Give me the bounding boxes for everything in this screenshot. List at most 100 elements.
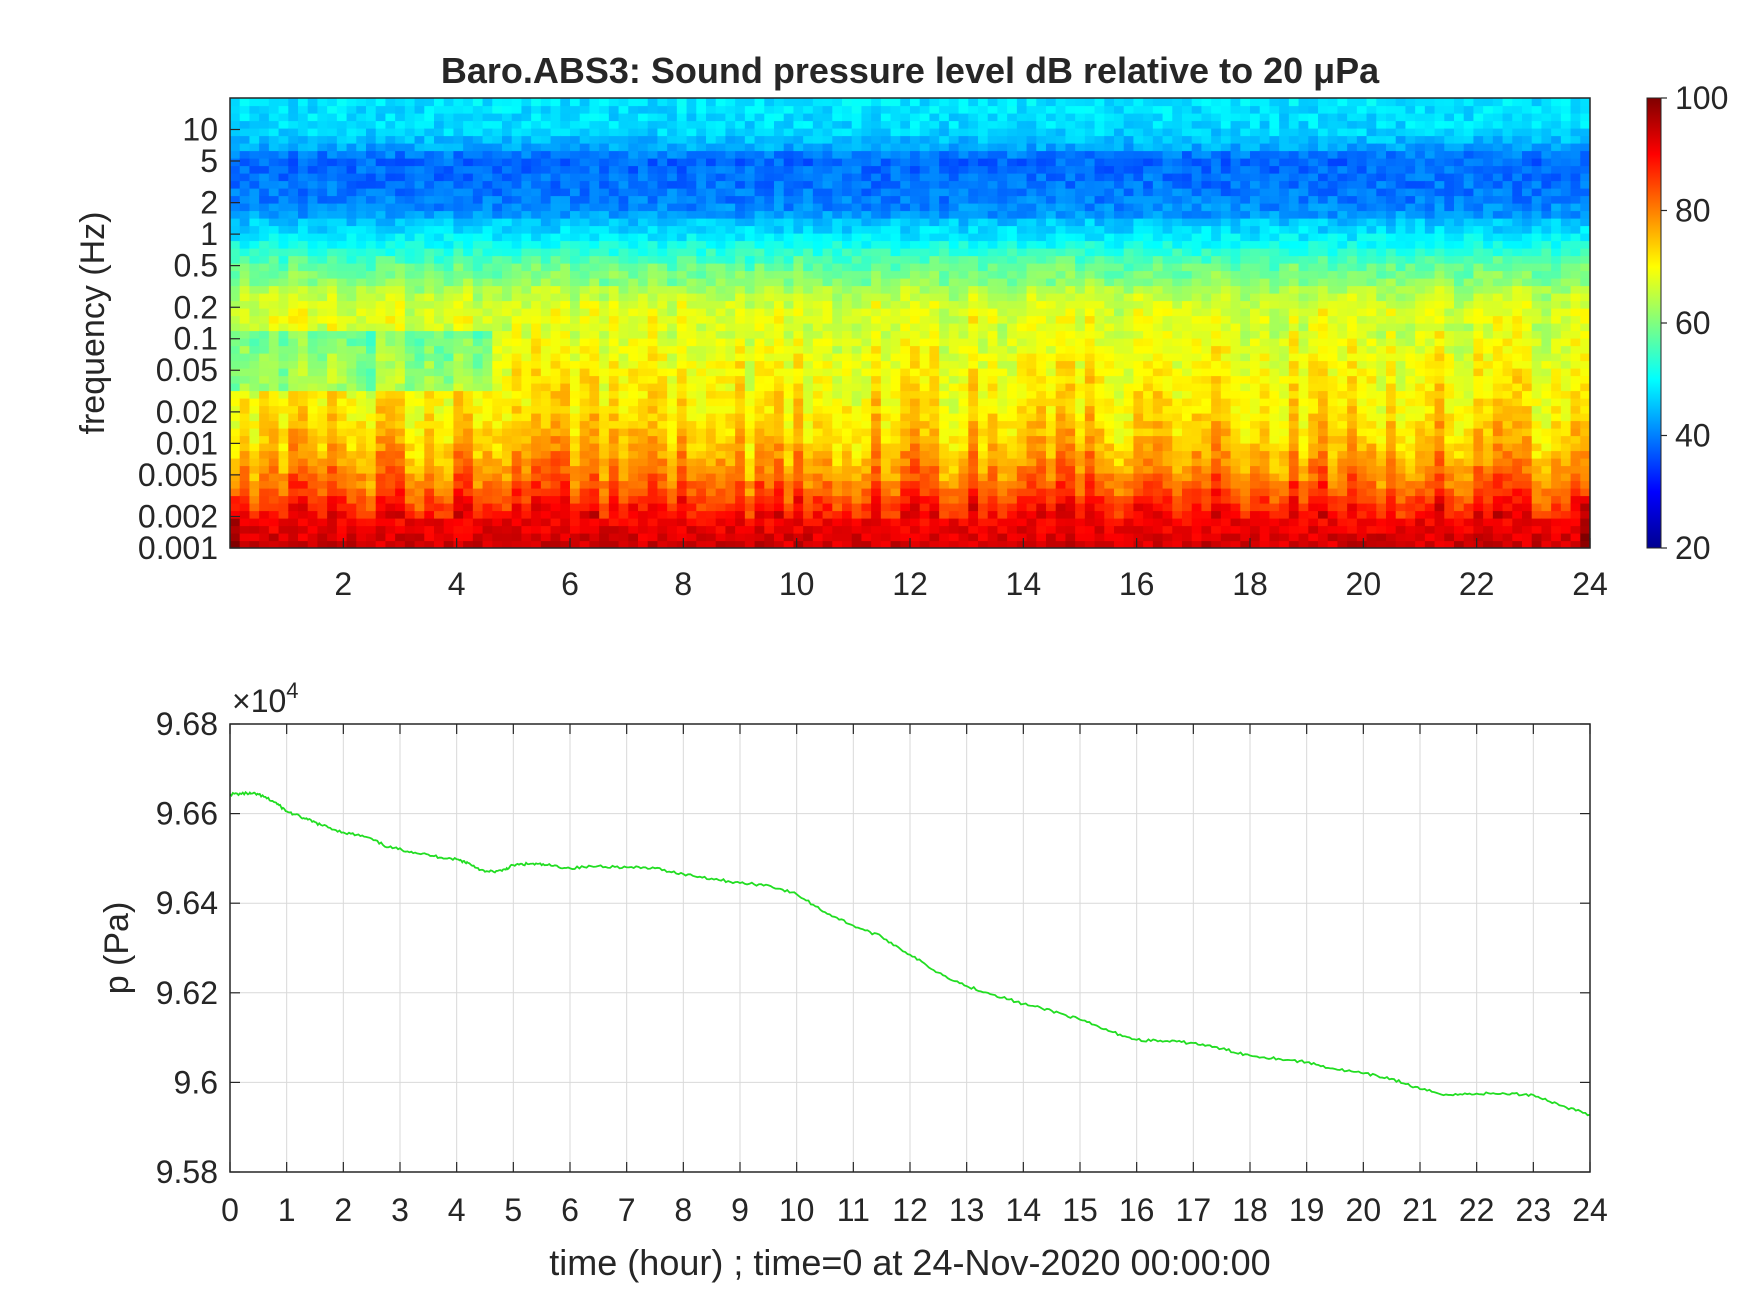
spectrogram-cell [463,308,474,317]
spectrogram-cell [638,488,649,497]
spectrogram-cell [919,300,931,309]
spectrogram-cell [336,525,348,534]
spectrogram-cell [1016,510,1028,519]
spectrogram-cell [1007,473,1018,482]
spectrogram-cell [657,150,668,159]
spectrogram-cell [900,135,911,144]
spectrogram-cell [987,480,999,489]
spectrogram-cell [230,360,241,369]
spectrogram-cell [725,525,736,534]
spectrogram-cell [1016,173,1028,182]
spectrogram-cell [579,233,591,242]
spectrogram-cell [298,315,309,324]
spectrogram-cell [317,255,328,264]
spectrogram-cell [550,225,561,234]
spectrogram-cell [774,458,785,467]
spectrogram-cell [871,225,882,234]
spectrogram-cell [385,98,396,107]
spectrogram-cell [686,300,697,309]
spectrogram-cell [550,345,561,354]
spectrogram-cell [618,360,629,369]
spectrogram-cell [366,435,377,444]
spectrogram-cell [958,195,969,204]
spectrogram-cell [676,510,688,519]
spectrogram-cell [647,188,659,197]
spectrogram-cell [366,495,377,504]
spectrogram-cell [744,488,756,497]
spectrogram-cell [744,308,756,317]
spectrogram-cell [482,113,493,122]
spectrogram-cell [424,278,435,287]
spectrogram-cell [1026,255,1037,264]
spectrogram-cell [890,518,901,527]
spectrogram-cell [346,188,357,197]
spectrogram-cell [861,158,872,167]
spectrogram-cell [871,338,882,347]
spectrogram-cell [754,450,765,459]
spectrogram-cell [997,540,1008,548]
spectrogram-cell [570,360,581,369]
spectrogram-cell [317,540,328,548]
spectrogram-cell [803,495,814,504]
spectrogram-cell [958,300,969,309]
spectrogram-cell [375,330,387,339]
spectrogram-cell [997,390,1008,399]
spectrogram-cell [618,203,629,212]
spectrogram-cell [744,540,756,548]
spectrogram-cell [774,345,785,354]
spectrogram-cell [1036,473,1047,482]
spectrogram-cell [812,390,824,399]
spectrogram-cell [774,315,785,324]
spectrogram-cell [230,510,241,519]
spectrogram-cell [327,150,338,159]
spectrogram-cell [356,158,367,167]
spectrogram-cell [453,443,464,452]
spectrogram-cell [589,473,600,482]
spectrogram-cell [482,518,493,527]
spectrogram-cell [385,323,396,332]
spectrogram-cell [463,113,474,122]
spectrogram-cell [404,300,416,309]
spectrogram-cell [453,518,464,527]
spectrogram-cell [851,375,863,384]
spectrogram-cell [268,443,280,452]
spectrogram-cell [579,308,591,317]
spectrogram-cell [239,300,251,309]
spectrogram-cell [939,233,950,242]
spectrogram-cell [463,195,474,204]
spectrogram-cell [657,383,668,392]
spectrogram-cell [803,450,814,459]
spectrogram-cell [919,458,931,467]
spectrogram-cell [589,240,600,249]
spectrogram-cell [414,240,425,249]
spectrogram-cell [336,150,348,159]
spectrogram-cell [851,158,863,167]
spectrogram-cell [560,420,571,429]
spectrogram-cell [1016,135,1028,144]
spectrogram-cell [463,263,474,272]
spectrogram-cell [715,315,727,324]
spectrogram-cell [744,405,756,414]
spectrogram-cell [579,270,591,279]
spectrogram-cell [696,503,707,512]
spectrogram-cell [754,218,765,227]
spectrogram-cell [560,98,571,107]
spectrogram-cell [948,330,960,339]
spectrogram-cell [336,308,348,317]
spectrogram-cell [288,203,299,212]
spectrogram-cell [327,300,338,309]
spectrogram-cell [356,308,367,317]
spectrogram-cell [939,293,950,302]
spectrogram-cell [414,540,425,548]
spectrogram-cell [356,143,367,152]
spectrogram-cell [288,233,299,242]
spectrogram-cell [327,353,338,362]
spectrogram-cell [239,278,251,287]
spectrogram-cell [764,225,775,234]
spectrogram-cell [803,285,814,294]
spectrogram-cell [385,473,396,482]
spectrogram-cell [774,188,785,197]
spectrogram-cell [443,465,455,474]
spectrogram-cell [560,308,571,317]
spectrogram-cell [259,195,270,204]
